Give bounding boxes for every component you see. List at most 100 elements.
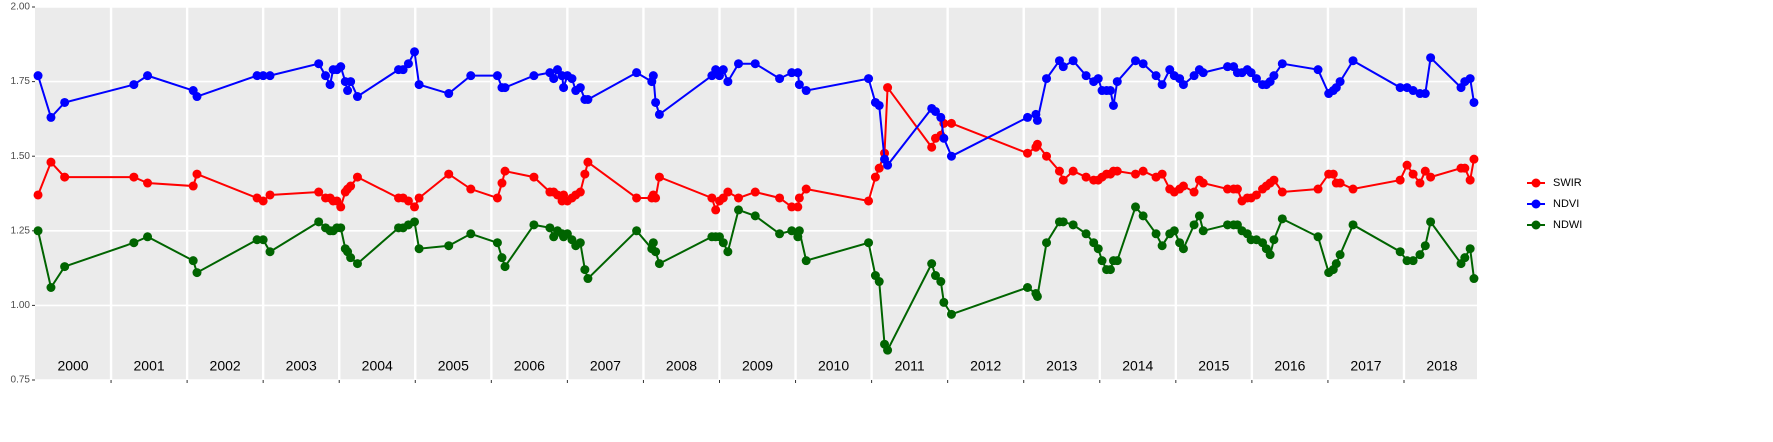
data-point — [352, 172, 362, 182]
legend-marker — [1531, 199, 1541, 209]
data-point — [1138, 166, 1148, 176]
year-label: 2007 — [590, 358, 621, 374]
data-point — [775, 229, 785, 239]
data-point — [1335, 77, 1345, 87]
data-point — [946, 309, 956, 319]
data-point — [1269, 71, 1279, 81]
data-point — [265, 190, 275, 200]
data-point — [930, 106, 940, 116]
data-point — [346, 77, 356, 87]
data-point — [1157, 169, 1167, 179]
data-point — [883, 83, 893, 93]
legend-marker — [1531, 220, 1541, 230]
data-point — [1042, 238, 1052, 248]
data-point — [1335, 178, 1345, 188]
data-point — [567, 74, 577, 84]
data-point — [466, 71, 476, 81]
data-point — [559, 83, 569, 93]
data-point — [1058, 175, 1068, 185]
data-point — [734, 205, 744, 215]
data-point — [1138, 59, 1148, 69]
data-point — [258, 235, 268, 245]
data-point — [1395, 175, 1405, 185]
data-point — [583, 157, 593, 167]
data-point — [1032, 115, 1042, 125]
data-point — [1198, 226, 1208, 236]
data-point — [500, 262, 510, 272]
data-point — [549, 74, 559, 84]
data-point — [1068, 166, 1078, 176]
data-point — [500, 83, 510, 93]
data-point — [1460, 163, 1470, 173]
data-point — [46, 157, 56, 167]
data-point — [1348, 184, 1358, 194]
data-point — [575, 238, 585, 248]
data-point — [336, 62, 346, 72]
data-point — [1157, 80, 1167, 90]
data-point — [1251, 190, 1261, 200]
data-point — [750, 187, 760, 197]
data-point — [1465, 74, 1475, 84]
y-tick-label: 1.75 — [11, 76, 31, 87]
data-point — [775, 74, 785, 84]
year-label: 2017 — [1350, 358, 1381, 374]
data-point — [500, 166, 510, 176]
data-point — [1054, 166, 1064, 176]
data-point — [403, 59, 413, 69]
data-point — [343, 86, 353, 96]
data-point — [265, 71, 275, 81]
data-point — [654, 109, 664, 119]
data-point — [946, 118, 956, 128]
data-point — [734, 59, 744, 69]
data-point — [1426, 217, 1436, 227]
data-point — [492, 238, 502, 248]
year-label: 2012 — [970, 358, 1001, 374]
data-point — [129, 172, 139, 182]
year-label: 2005 — [438, 358, 469, 374]
data-point — [927, 259, 937, 269]
data-point — [946, 151, 956, 161]
year-label: 2013 — [1046, 358, 1077, 374]
data-point — [410, 47, 420, 57]
year-label: 2011 — [895, 358, 925, 374]
data-point — [648, 238, 658, 248]
data-point — [258, 71, 268, 81]
data-point — [444, 241, 454, 251]
data-point — [545, 223, 555, 233]
data-point — [632, 68, 642, 78]
data-point — [1415, 250, 1425, 260]
data-point — [1042, 74, 1052, 84]
legend-marker — [1531, 178, 1541, 188]
data-point — [192, 169, 202, 179]
data-point — [352, 92, 362, 102]
data-point — [1068, 220, 1078, 230]
data-point — [1112, 256, 1122, 266]
data-point — [410, 202, 420, 212]
data-point — [143, 232, 153, 242]
data-point — [414, 193, 424, 203]
data-point — [444, 89, 454, 99]
data-point — [651, 247, 661, 257]
data-point — [883, 345, 893, 355]
data-point — [750, 211, 760, 221]
data-point — [580, 265, 590, 275]
data-point — [1232, 184, 1242, 194]
data-point — [1469, 97, 1479, 107]
data-point — [1426, 53, 1436, 63]
data-point — [794, 80, 804, 90]
data-point — [1348, 220, 1358, 230]
year-label: 2009 — [742, 358, 773, 374]
data-point — [1277, 59, 1287, 69]
data-point — [793, 68, 803, 78]
data-point — [1251, 74, 1261, 84]
data-point — [1331, 259, 1341, 269]
data-point — [575, 83, 585, 93]
data-point — [707, 193, 717, 203]
data-point — [1189, 187, 1199, 197]
data-point — [1420, 241, 1430, 251]
year-label: 2015 — [1198, 358, 1229, 374]
data-point — [1348, 56, 1358, 66]
data-point — [1469, 154, 1479, 164]
y-tick-label: 0.75 — [11, 375, 31, 386]
